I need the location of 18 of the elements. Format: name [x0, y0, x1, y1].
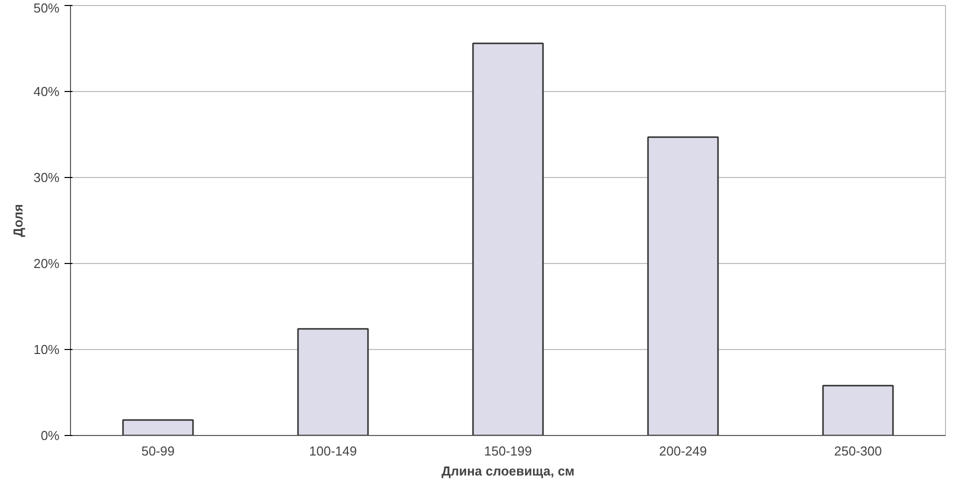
y-tick-label: 20%: [33, 256, 60, 271]
bar: [297, 328, 369, 436]
y-axis-title: Доля: [10, 204, 26, 237]
x-tick-label: 150-199: [484, 444, 532, 458]
bar: [822, 384, 894, 436]
bar: [647, 136, 719, 436]
bar: [472, 42, 544, 436]
x-tick-label: 100-149: [309, 444, 357, 458]
x-tick-label: 200-249: [659, 444, 707, 458]
y-tick-label: 30%: [33, 170, 60, 185]
y-tick-label: 40%: [33, 84, 60, 99]
x-axis-title: Длина слоевища, см: [441, 464, 575, 478]
y-tick-label: 10%: [33, 342, 60, 357]
x-tick-label: 50-99: [141, 444, 175, 458]
y-tick-label: 50%: [33, 0, 60, 16]
bar: [122, 419, 194, 436]
x-tick-label: 250-300: [834, 444, 882, 458]
y-tick-label: 0%: [40, 428, 60, 443]
